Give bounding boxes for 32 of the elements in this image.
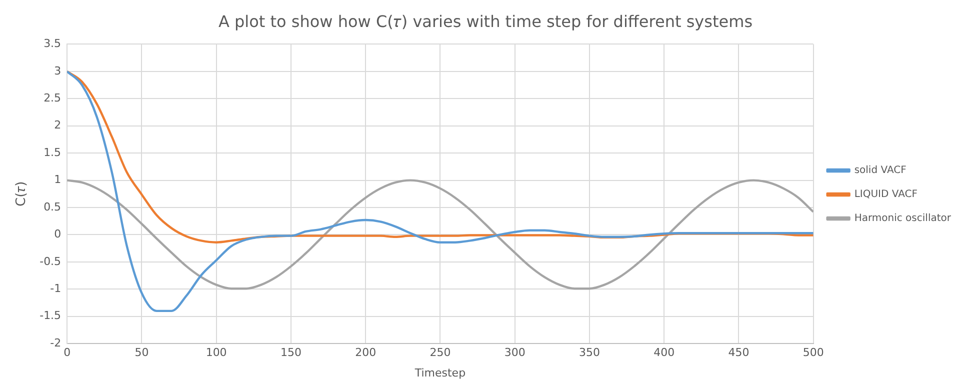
y-tick-label: 3.5: [44, 37, 62, 50]
x-tick-label: 350: [578, 346, 600, 360]
line-series: [67, 70, 814, 312]
line-series: [67, 179, 814, 290]
x-tick-label: 200: [355, 346, 376, 360]
x-tick-label: 500: [802, 346, 824, 360]
x-tick-label: 100: [206, 346, 227, 360]
y-tick-label: 1.5: [44, 146, 62, 159]
x-tick-label: 250: [430, 346, 451, 360]
y-tick-label: 2: [54, 118, 62, 132]
x-tick-label: 450: [728, 346, 750, 360]
x-tick-label: 400: [654, 346, 675, 360]
legend-label: Harmonic oscillator: [854, 213, 952, 224]
y-tick-label: 0.5: [44, 200, 62, 214]
y-tick-label: -2: [50, 336, 62, 350]
x-tick-label: 300: [504, 346, 526, 360]
legend-label: solid VACF: [854, 165, 907, 176]
chart-title: A plot to show how C(𝜏) varies with time step for different systems: [218, 12, 753, 31]
y-axis-title: C(𝜏): [14, 181, 30, 207]
x-tick-label: 150: [280, 346, 302, 360]
line-series: [67, 70, 814, 244]
y-tick-label: 3: [54, 64, 62, 78]
x-axis-title: Timestep: [414, 366, 466, 380]
x-tick-label: 50: [134, 346, 149, 360]
legend-label: LIQUID VACF: [854, 189, 918, 200]
y-tick-label: 0: [54, 228, 62, 241]
y-tick-label: -1: [50, 282, 62, 296]
y-tick-label: 1: [54, 173, 62, 186]
x-tick-label: 0: [64, 346, 71, 360]
y-tick-label: -1.5: [40, 309, 62, 322]
y-tick-label: -0.5: [40, 254, 62, 268]
y-tick-label: 2.5: [44, 91, 62, 104]
